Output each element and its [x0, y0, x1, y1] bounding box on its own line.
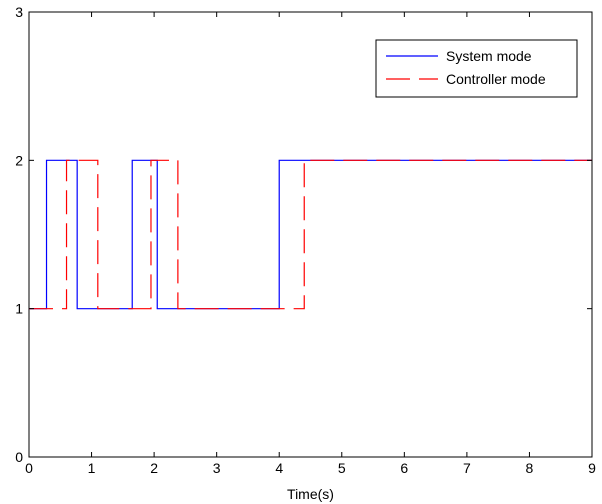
x-tick-label: 4 — [275, 460, 283, 476]
legend: System mode Controller mode — [375, 39, 578, 98]
series-line-2 — [29, 159, 592, 310]
x-tick-label: 8 — [526, 460, 534, 476]
ticks-layer: 0 1 2 3 4 5 6 7 8 9 0 1 2 3 — [15, 4, 596, 476]
x-tick-label: 9 — [588, 460, 596, 476]
legend-label-1: System mode — [446, 48, 532, 64]
x-tick-label: 1 — [88, 460, 96, 476]
series-layer — [29, 159, 592, 310]
x-tick-label: 7 — [463, 460, 471, 476]
y-tick-label: 1 — [15, 301, 23, 317]
legend-box — [375, 39, 578, 98]
series-line-1 — [29, 159, 592, 310]
x-tick-label: 5 — [338, 460, 346, 476]
legend-label-2: Controller mode — [446, 71, 546, 87]
x-tick-label: 6 — [400, 460, 408, 476]
x-tick-label: 0 — [25, 460, 33, 476]
y-tick-label: 0 — [15, 449, 23, 465]
x-tick-label: 3 — [213, 460, 221, 476]
x-axis-label: Time(s) — [287, 486, 334, 502]
y-tick-label: 2 — [15, 152, 23, 168]
x-tick-label: 2 — [150, 460, 158, 476]
y-tick-label: 3 — [15, 4, 23, 20]
